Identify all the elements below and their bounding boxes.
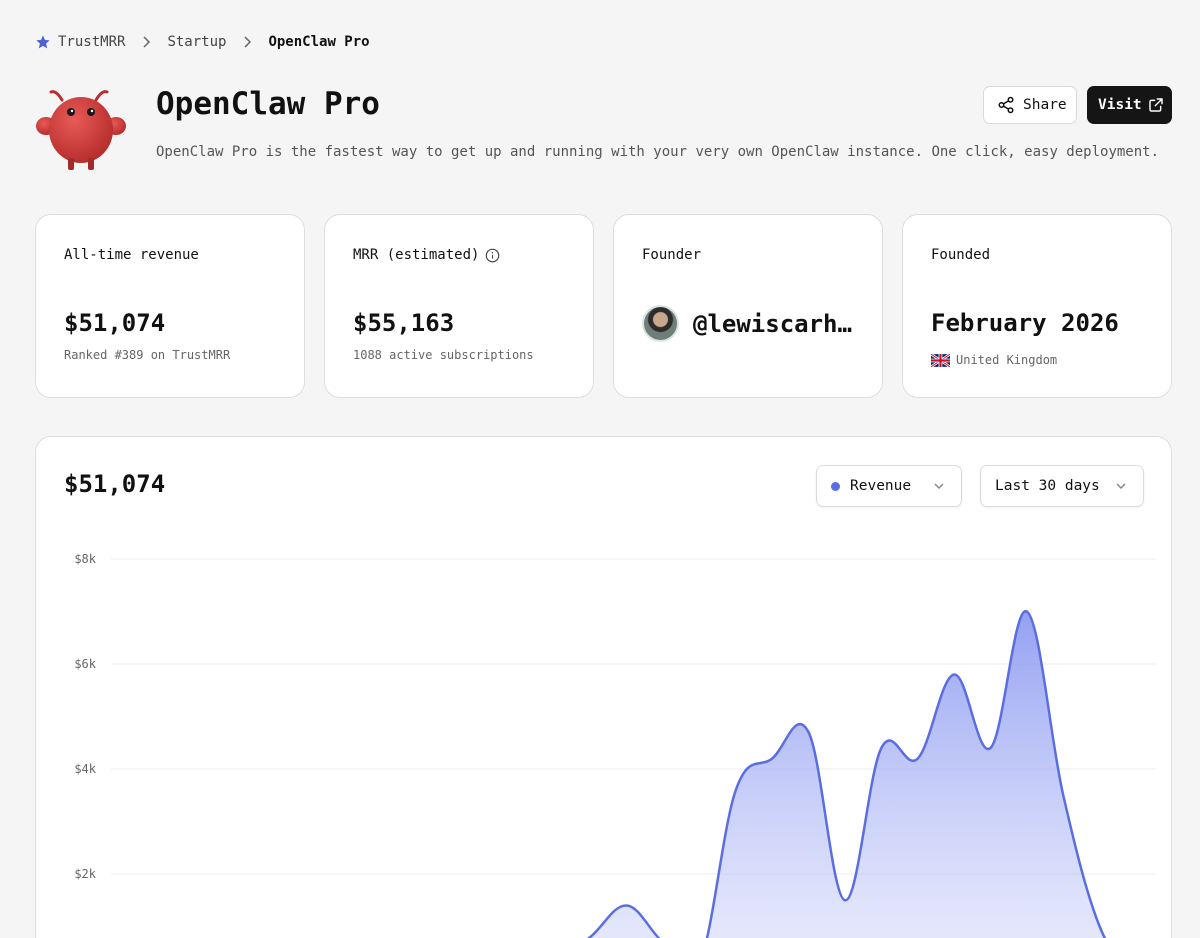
share-button[interactable]: Share [983, 86, 1077, 124]
stat-card-founded: Founded February 2026 United Kingdom [902, 214, 1172, 398]
page-title: OpenClaw Pro [156, 86, 380, 122]
stat-sub: Ranked #389 on TrustMRR [64, 348, 231, 362]
star-icon [36, 35, 50, 49]
avatar [642, 305, 679, 342]
stat-card-founder[interactable]: Founder @lewiscarhartt [613, 214, 883, 398]
stat-card-mrr: MRR (estimated) $55,163 1088 active subs… [324, 214, 594, 398]
country-row: United Kingdom [931, 353, 1057, 367]
metric-select-label: Revenue [850, 478, 912, 494]
y-tick-label: $4k [74, 762, 96, 776]
chevron-right-icon [141, 36, 151, 48]
revenue-line [587, 610, 1107, 938]
revenue-chart-card: $51,074 Revenue Last 30 days $8k $6k $4k $2… [35, 436, 1172, 938]
stat-value: February 2026 [931, 309, 1119, 337]
share-icon [998, 96, 1014, 114]
breadcrumb-section[interactable]: Startup [167, 34, 227, 50]
stat-label: All-time revenue [64, 247, 199, 263]
stat-card-revenue: All-time revenue $51,074 Ranked #389 on … [35, 214, 305, 398]
stat-label: MRR (estimated) [353, 247, 480, 263]
breadcrumb: TrustMRR Startup OpenClaw Pro [35, 34, 370, 50]
country-name: United Kingdom [956, 353, 1058, 367]
y-tick-label: $8k [74, 552, 96, 566]
chevron-down-icon [1116, 483, 1126, 490]
stat-label: Founded [931, 247, 991, 263]
chart-total: $51,074 [64, 470, 166, 498]
stat-value: $51,074 [64, 309, 166, 337]
y-tick-label: $2k [74, 867, 96, 881]
revenue-area [589, 611, 1105, 938]
breadcrumb-current: OpenClaw Pro [268, 34, 370, 50]
breadcrumb-root[interactable]: TrustMRR [58, 34, 126, 50]
revenue-chart: $8k $6k $4k $2k [74, 552, 1156, 938]
founder-handle[interactable]: @lewiscarhartt [693, 309, 853, 338]
stat-label-row: MRR (estimated) [353, 247, 500, 263]
visit-button[interactable]: Visit [1087, 86, 1172, 124]
external-link-icon [1148, 98, 1163, 112]
stat-sub: 1088 active subscriptions [353, 348, 534, 362]
metric-dot [831, 481, 840, 491]
range-select[interactable]: Last 30 days [980, 465, 1144, 507]
chevron-right-icon [242, 36, 252, 48]
stat-value: $55,163 [353, 309, 455, 337]
page-description: OpenClaw Pro is the fastest way to get u… [156, 144, 1160, 160]
info-icon[interactable] [485, 248, 500, 263]
share-button-label: Share [1023, 97, 1067, 113]
range-select-label: Last 30 days [995, 478, 1100, 494]
stat-label: Founder [642, 247, 702, 263]
visit-button-label: Visit [1098, 97, 1142, 113]
metric-select[interactable]: Revenue [816, 465, 962, 507]
chevron-down-icon [934, 483, 944, 490]
y-tick-label: $6k [74, 657, 96, 671]
mascot-logo-icon [36, 90, 126, 170]
founder-row[interactable]: @lewiscarhartt [642, 305, 853, 342]
uk-flag-icon [931, 353, 950, 367]
